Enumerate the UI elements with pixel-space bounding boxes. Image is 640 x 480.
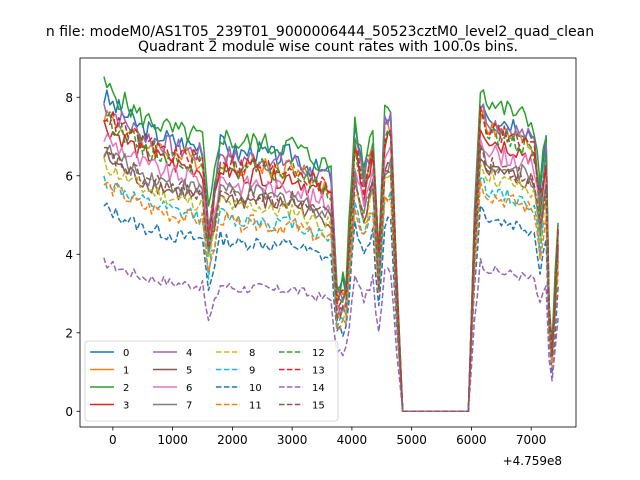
series-line-11 <box>103 180 559 413</box>
x-tick-label: 2000 <box>217 433 248 447</box>
legend-label-5: 5 <box>186 366 192 377</box>
legend-label-10: 10 <box>249 383 262 394</box>
legend-label-2: 2 <box>123 383 129 394</box>
y-tick-label: 0 <box>65 405 73 419</box>
x-offset-text: +4.759e8 <box>503 454 562 468</box>
x-tick-label: 7000 <box>516 433 547 447</box>
chart-title: Quadrant 2 module wise count rates with … <box>138 39 518 55</box>
x-tick-label: 6000 <box>456 433 487 447</box>
series-line-15 <box>103 144 559 413</box>
series-line-2 <box>103 76 559 413</box>
figure-suptitle: n file: modeM0/AS1T05_239T01_9000006444_… <box>46 24 594 40</box>
series-line-9 <box>103 175 559 413</box>
plot-frame <box>79 57 577 428</box>
series-line-10 <box>103 202 559 413</box>
legend-label-3: 3 <box>123 401 129 412</box>
x-tick-label: 3000 <box>277 433 308 447</box>
plot-lines <box>103 76 559 413</box>
legend-box <box>84 340 339 422</box>
legend-label-0: 0 <box>123 348 129 359</box>
series-line-13 <box>103 106 559 413</box>
x-tick-label: 5000 <box>396 433 427 447</box>
x-tick-label: 4000 <box>337 433 368 447</box>
legend-label-9: 9 <box>249 366 255 377</box>
legend-label-4: 4 <box>186 348 192 359</box>
series-line-5 <box>103 150 559 413</box>
x-tick-label: 1000 <box>157 433 188 447</box>
legend-label-8: 8 <box>249 348 255 359</box>
legend-label-13: 13 <box>312 366 325 377</box>
legend-label-7: 7 <box>186 401 192 412</box>
y-tick-label: 2 <box>65 326 73 340</box>
x-tick-label: 0 <box>109 433 117 447</box>
legend-label-6: 6 <box>186 383 192 394</box>
axes: 0 1000 2000 3000 4000 5000 6000 7000 0 2 4 6 8 <box>65 57 577 447</box>
y-tick-label: 8 <box>65 91 73 105</box>
series-line-8 <box>103 156 559 413</box>
legend-label-15: 15 <box>312 401 325 412</box>
legend-label-1: 1 <box>123 366 129 377</box>
legend-label-14: 14 <box>312 383 325 394</box>
series-line-14 <box>103 257 559 413</box>
y-tick-label: 6 <box>65 169 73 183</box>
legend-label-11: 11 <box>249 401 262 412</box>
y-tick-label: 4 <box>65 248 73 262</box>
series-line-6 <box>103 133 559 413</box>
series-line-4 <box>103 103 559 413</box>
legend-label-12: 12 <box>312 348 325 359</box>
